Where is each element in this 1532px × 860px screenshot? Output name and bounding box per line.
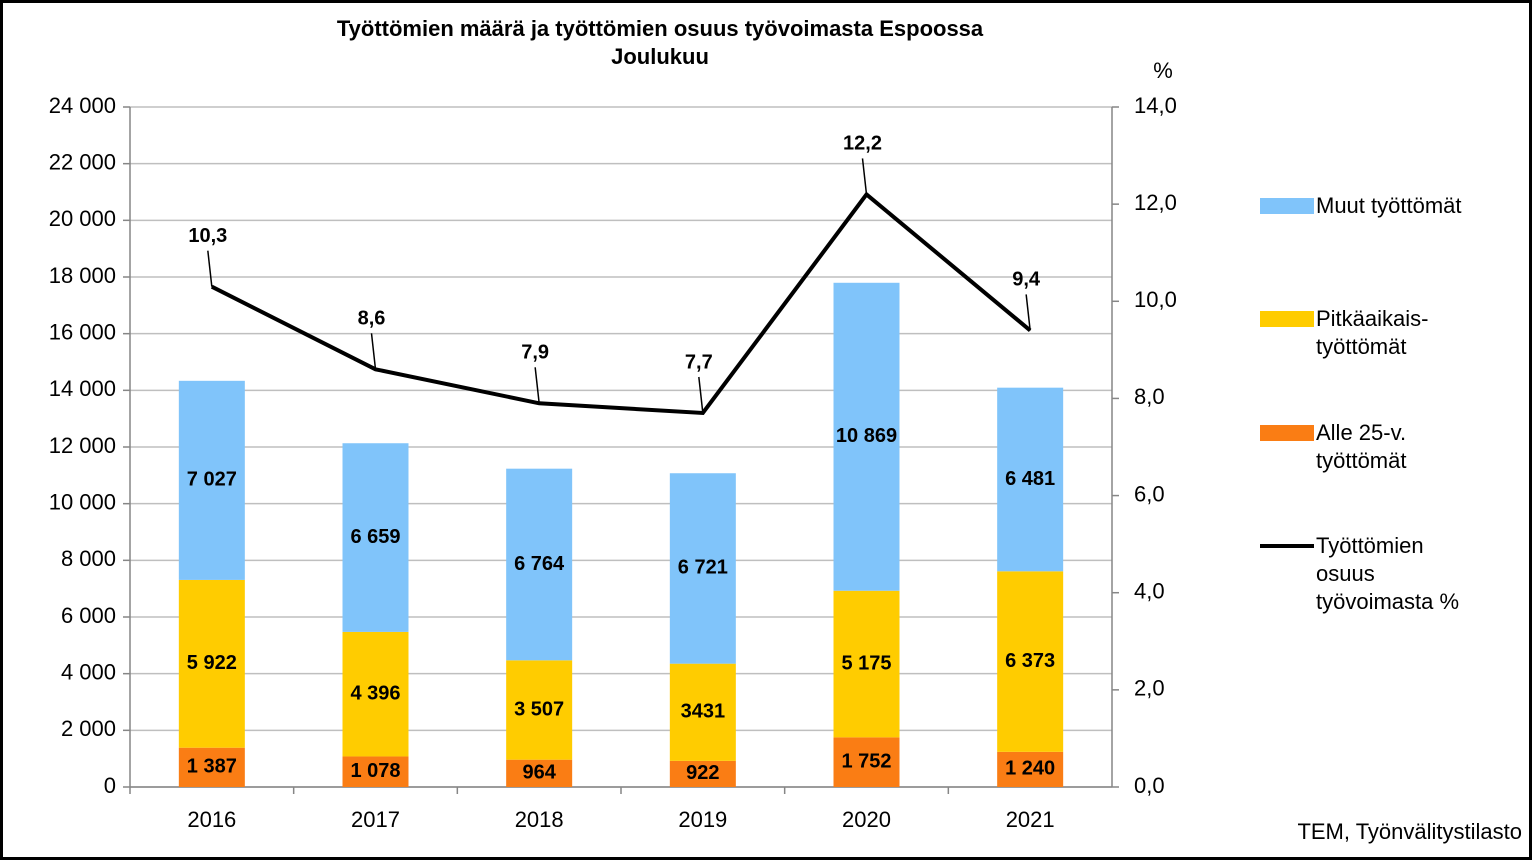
y2-tick-label: 2,0 [1134,676,1165,701]
bar-segment [997,751,1064,787]
y2-tick-label: 0,0 [1134,773,1165,798]
leader-line [1025,294,1031,331]
bar-segment [833,590,900,738]
legend-swatch [1260,425,1314,441]
chart-title: Työttömien määrä ja työttömien osuus työ… [337,16,984,41]
y-tick-label: 14 000 [49,376,116,401]
y2-tick-label: 14,0 [1134,93,1177,118]
legend-swatch [1260,544,1314,548]
legend-swatch [1260,311,1314,327]
y-tick-label: 24 000 [49,93,116,118]
data-label: 7,9 [521,342,549,364]
data-label: 3 507 [514,698,564,720]
bar-segment [997,571,1064,752]
bar-segment [178,380,245,580]
y2-tick-label: 6,0 [1134,481,1165,506]
legend-label: Alle 25-v. työttömät [1316,420,1407,473]
source-note: TEM, Työnvälitystilasto [1297,819,1522,844]
legend-swatch [1260,198,1314,214]
data-label: 6 373 [1005,650,1055,672]
y-tick-label: 4 000 [61,659,116,684]
legend-label: Työttömien osuus työvoimasta % [1316,533,1460,614]
data-label: 7 027 [187,469,237,491]
leader-line [207,250,213,287]
legend-item: Työttömien osuus työvoimasta % [1260,532,1459,616]
bar-segment [833,737,900,787]
y2-tick-label: 4,0 [1134,579,1165,604]
y2-tick-label: 10,0 [1134,287,1177,312]
y-tick-label: 6 000 [61,603,116,628]
bar-segment [833,282,900,591]
chart-subtitle: Joulukuu [611,44,709,69]
bar-segment [342,756,409,787]
legend-label: Pitkäaikais-työttömät [1316,306,1429,359]
y-tick-label: 18 000 [49,263,116,288]
y-tick-label: 12 000 [49,433,116,458]
leader-line [861,158,868,195]
data-label: 12,2 [843,133,882,155]
data-label: 6 721 [678,557,728,579]
data-label: 6 764 [514,553,565,575]
y-tick-label: 8 000 [61,546,116,571]
leader-line [698,376,704,414]
bar-segment [178,579,245,748]
y2-tick-label: 8,0 [1134,384,1165,409]
x-tick-label: 2019 [678,807,727,832]
data-label: 6 659 [350,526,400,548]
line-series [210,191,1032,416]
y-tick-label: 10 000 [49,489,116,514]
bar-segment [669,663,736,761]
data-label: 7,7 [685,351,713,373]
legend-label: Muut työttömät [1316,193,1462,218]
data-label: 922 [686,762,719,784]
leader-line [534,367,540,404]
bar-segment [342,631,409,757]
data-label: 10,3 [188,225,227,247]
data-label: 1 240 [1005,758,1055,780]
data-label: 9,4 [1012,269,1041,291]
y2-tick-label: 12,0 [1134,190,1177,215]
bar-segment [506,660,573,760]
bar-segment [997,387,1064,572]
x-tick-label: 2017 [351,807,400,832]
data-label: 5 922 [187,652,237,674]
legend-item: Pitkäaikais-työttömät [1260,305,1430,361]
x-tick-label: 2016 [187,807,236,832]
y-tick-label: 16 000 [49,319,116,344]
data-label: 8,6 [358,308,386,330]
data-label: 10 869 [836,425,897,447]
leader-line [370,333,377,370]
bar-segment [669,760,736,787]
x-tick-label: 2020 [842,807,891,832]
bar-segment [178,747,245,787]
x-tick-label: 2021 [1006,807,1055,832]
bar-segment [669,473,736,664]
y2-axis-label: % [1153,58,1173,83]
data-label: 3431 [681,701,726,723]
data-label: 4 396 [350,682,400,704]
data-label: 5 175 [841,652,891,674]
data-label: 1 387 [187,756,237,778]
y-tick-label: 20 000 [49,206,116,231]
bar-segment [506,468,573,661]
legend-item: Alle 25-v. työttömät [1260,419,1430,475]
data-label: 1 752 [841,750,891,772]
y-tick-label: 2 000 [61,716,116,741]
y-tick-label: 22 000 [49,149,116,174]
bar-segment [342,443,409,632]
y-tick-label: 0 [104,773,116,798]
data-label: 6 481 [1005,468,1055,490]
data-label: 964 [522,762,556,784]
legend-item: Muut työttömät [1260,192,1462,220]
x-tick-label: 2018 [515,807,564,832]
data-label: 1 078 [350,760,400,782]
bar-segment [506,759,573,787]
